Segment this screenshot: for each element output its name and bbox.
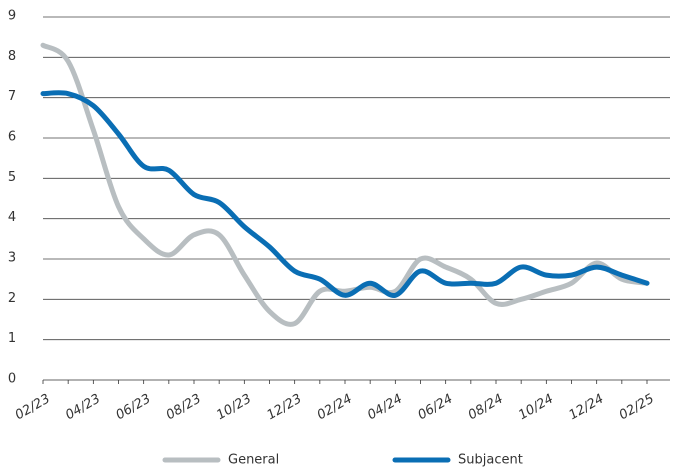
y-tick-label: 3 (8, 251, 16, 266)
y-tick-label: 7 (8, 89, 16, 104)
x-tick-label: 06/23 (113, 392, 153, 424)
x-tick-label: 04/24 (365, 392, 405, 424)
x-tick-label: 10/24 (516, 392, 556, 424)
x-tick-label: 10/23 (214, 392, 254, 424)
legend-label: Subjacent (458, 453, 523, 468)
legend-label: General (228, 453, 279, 468)
x-tick-label: 04/23 (63, 392, 103, 424)
y-tick-label: 1 (8, 331, 16, 346)
x-tick-label: 02/24 (315, 392, 355, 424)
y-tick-label: 4 (8, 210, 16, 225)
y-tick-label: 6 (8, 130, 16, 145)
x-tick-label: 02/23 (13, 392, 53, 424)
x-tick-label: 06/24 (415, 392, 455, 424)
x-tick-label: 02/25 (617, 392, 657, 424)
x-tick-label: 12/24 (566, 392, 606, 424)
series-line (40, 42, 650, 327)
x-tick-label: 08/24 (466, 392, 506, 424)
series-line (40, 90, 650, 298)
y-tick-label: 2 (8, 291, 16, 306)
x-tick-label: 12/23 (264, 392, 304, 424)
y-tick-label: 9 (8, 9, 16, 24)
x-tick-label: 08/23 (164, 392, 204, 424)
y-tick-label: 0 (8, 372, 16, 387)
y-tick-label: 8 (8, 49, 16, 64)
y-tick-label: 5 (8, 170, 16, 185)
